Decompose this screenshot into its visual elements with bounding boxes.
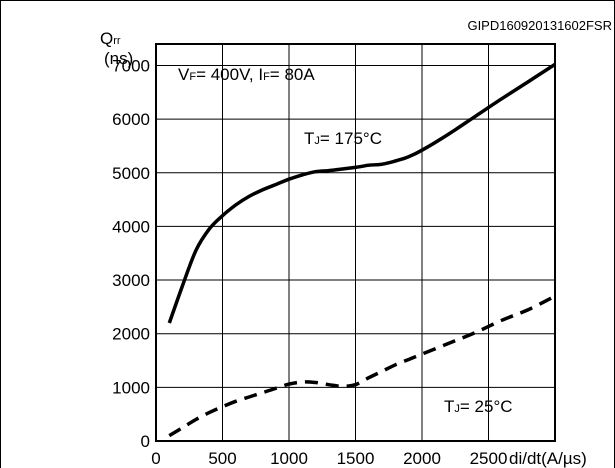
y-tick-label: 0 <box>141 432 150 451</box>
y-tick-label: 6000 <box>112 110 150 129</box>
x-tick-label: 2000 <box>403 449 441 468</box>
y-tick-label: 5000 <box>112 164 150 183</box>
y-tick-label: 7000 <box>112 56 150 75</box>
series-line-0 <box>167 62 556 324</box>
figure-id: GIPD160920131602FSR <box>467 18 612 33</box>
x-tick-label: 2500 <box>470 449 508 468</box>
y-axis-label: Qrr (ns) <box>100 29 133 68</box>
x-tick-label: 0 <box>151 449 160 468</box>
series-label-175c: TJ= 175°C <box>304 129 382 148</box>
y-tick-label: 4000 <box>112 217 150 236</box>
series-line-1 <box>168 294 556 438</box>
x-axis-label: di/dt(A/µs) <box>509 449 587 468</box>
y-tick-label: 2000 <box>112 325 150 344</box>
series-label-25c: TJ= 25°C <box>444 397 513 416</box>
y-axis-label-main: Qrr <box>100 29 121 48</box>
conditions-label: VF= 400V, IF= 80A <box>178 65 315 84</box>
y-axis-unit: (ns) <box>104 49 133 68</box>
series-lines <box>167 62 556 438</box>
x-tick-label: 500 <box>208 449 236 468</box>
plot-border <box>155 43 556 442</box>
x-tick-label: 1500 <box>337 449 375 468</box>
y-tick-label: 1000 <box>112 378 150 397</box>
x-tick-label: 1000 <box>270 449 308 468</box>
x-ticks: 0 500 1000 1500 2000 2500 <box>151 449 507 468</box>
y-ticks: 0 1000 2000 3000 4000 5000 6000 7000 <box>112 56 150 451</box>
grid <box>156 44 555 441</box>
y-tick-label: 3000 <box>112 271 150 290</box>
